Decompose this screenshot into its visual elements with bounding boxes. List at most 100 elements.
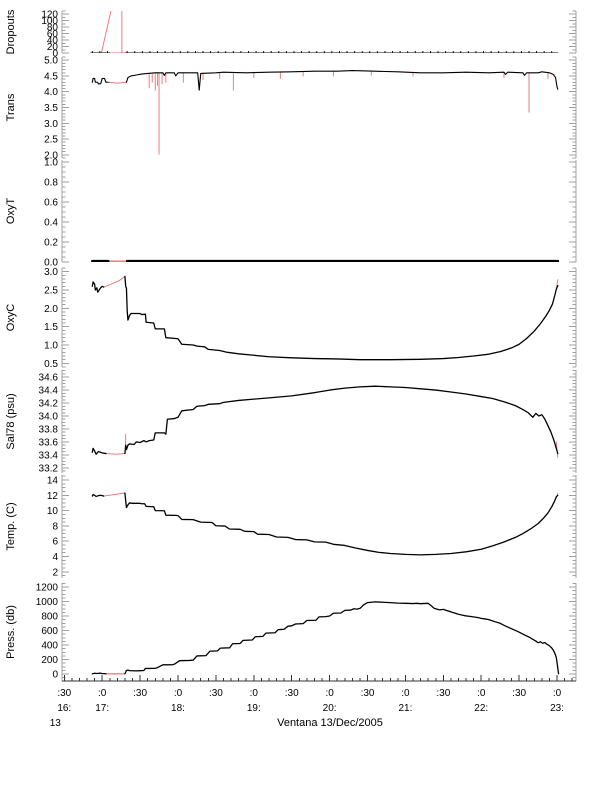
series-sal78-raw <box>105 433 559 458</box>
xtick-minute-label: :0 <box>401 688 410 699</box>
series-temp-processed <box>91 492 559 556</box>
series-sal78-processed <box>91 385 559 455</box>
ytick-label-trans: 3.5 <box>44 103 58 114</box>
ytick-label-oxyc: 1.0 <box>44 341 58 352</box>
ytick-label-oxyc: 3.0 <box>44 267 58 278</box>
ytick-label-dropouts: 40 <box>47 36 59 47</box>
xtick-hour-label: 17: <box>95 703 109 714</box>
y-axis-press <box>61 582 577 681</box>
ytick-label-temp: 12 <box>47 491 59 502</box>
ytick-label-sal78: 34.2 <box>39 399 59 410</box>
y-axis-title-temp: Temp. (C) <box>5 502 17 550</box>
day-label: 13 <box>50 718 62 729</box>
xtick-minute-label: :30 <box>209 688 223 699</box>
chart-title: Ventana 13/Dec/2005 <box>277 717 383 729</box>
xtick-minute-label: :30 <box>285 688 299 699</box>
y-axis-temp <box>61 475 577 578</box>
ytick-label-press: 800 <box>41 612 58 623</box>
ytick-label-dropouts: 0 <box>52 49 58 60</box>
ytick-label-oxyc: 2.5 <box>44 286 58 297</box>
xtick-hour-label: 23: <box>550 703 564 714</box>
ytick-label-trans: 5.0 <box>44 56 58 67</box>
ytick-label-oxyt: 0.2 <box>44 238 58 249</box>
y-axis-title-oxyc: OxyC <box>5 304 17 332</box>
ytick-label-temp: 8 <box>52 521 58 532</box>
ytick-label-sal78: 33.6 <box>39 437 59 448</box>
y-axis-oxyc <box>61 267 577 368</box>
y-axis-oxyt <box>61 160 577 263</box>
ytick-label-dropouts: 80 <box>47 23 59 34</box>
ytick-label-oxyt: 1.0 <box>44 158 58 169</box>
ytick-label-temp: 14 <box>47 475 59 486</box>
series-trans-processed <box>91 70 559 91</box>
ytick-label-dropouts: 20 <box>47 42 59 53</box>
ytick-label-temp: 6 <box>52 537 58 548</box>
y-axis-title-oxyt: OxyT <box>5 198 17 225</box>
ytick-label-trans: 4.5 <box>44 71 58 82</box>
panel-temp: 2 4 6 8 10 12 14 Temp. (C) <box>5 475 577 578</box>
series-temp-raw <box>103 492 559 499</box>
ytick-label-oxyc: 2.0 <box>44 304 58 315</box>
ytick-label-oxyt: 0.6 <box>44 198 58 209</box>
ytick-label-oxyt: 0.4 <box>44 218 58 229</box>
series-oxyc-processed <box>91 275 559 361</box>
xtick-minute-label: :30 <box>133 688 147 699</box>
xtick-hour-label: 21: <box>398 703 412 714</box>
xtick-minute-label: :0 <box>553 688 562 699</box>
ytick-label-trans: 3.0 <box>44 119 58 130</box>
series-dropouts-raw <box>91 11 559 53</box>
ytick-label-temp: 2 <box>52 567 58 578</box>
ytick-label-sal78: 34.4 <box>39 386 59 397</box>
x-axis: :30 16::0 17::30:0 18::30:0 19::30:0 20::30:0… <box>50 675 576 729</box>
ytick-label-temp: 10 <box>47 506 59 517</box>
panel-trans: 2.0 2.5 3.0 3.5 4.0 4.5 5.0 Trans <box>5 56 577 161</box>
ytick-label-oxyc: 0.5 <box>44 359 58 370</box>
panel-oxyc: 0.5 1.0 1.5 2.0 2.5 3.0 OxyC <box>5 267 577 370</box>
xtick-hour-label: 16: <box>57 703 71 714</box>
xtick-minute-label: :0 <box>477 688 486 699</box>
xtick-minute-label: :0 <box>98 688 107 699</box>
y-axis-title-sal78: Sal78 (psu) <box>5 393 17 449</box>
ytick-label-oxyc: 1.5 <box>44 322 58 333</box>
ytick-label-press: 1200 <box>36 582 59 593</box>
y-axis-title-press: Press. (db) <box>5 605 17 659</box>
xtick-minute-label: :0 <box>174 688 183 699</box>
ytick-label-sal78: 34.0 <box>39 411 59 422</box>
xtick-minute-label: :30 <box>57 688 71 699</box>
xtick-minute-label: :0 <box>250 688 259 699</box>
ytick-label-press: 600 <box>41 626 58 637</box>
series-oxyc-raw <box>103 275 559 291</box>
xtick-hour-label: 20: <box>323 703 337 714</box>
ytick-label-press: 1000 <box>36 597 59 608</box>
ytick-label-oxyt: 0.8 <box>44 178 58 189</box>
panel-oxyt: 0.0 0.2 0.4 0.6 0.8 1.0 OxyT <box>5 158 577 269</box>
panel-press: 0 200 400 600 800 1000 1200 Press. (db) <box>5 582 577 681</box>
xtick-minute-label: :30 <box>361 688 375 699</box>
panel-sal78: 33.2 33.4 33.6 33.8 34.034.2 34.4 34.6 Sal78 (p… <box>5 370 577 474</box>
y-axis-sal78 <box>61 370 577 473</box>
ytick-label-dropouts: 120 <box>41 10 58 21</box>
xtick-minute-label: :30 <box>512 688 526 699</box>
xtick-minute-label: :0 <box>325 688 334 699</box>
y-axis-title-trans: Trans <box>5 93 17 121</box>
y-axis-dropouts <box>61 10 577 54</box>
ytick-label-trans: 2.0 <box>44 150 58 161</box>
ytick-label-oxyt: 0.0 <box>44 258 58 269</box>
xtick-hour-label: 22: <box>474 703 488 714</box>
ytick-label-dropouts: 60 <box>47 29 59 40</box>
ytick-label-trans: 2.5 <box>44 135 58 146</box>
ytick-label-sal78: 33.2 <box>39 463 59 474</box>
ytick-label-sal78: 34.6 <box>39 373 59 384</box>
xtick-minute-label: :30 <box>436 688 450 699</box>
xtick-hour-label: 19: <box>247 703 261 714</box>
ytick-label-press: 0 <box>52 670 58 681</box>
series-trans-raw <box>107 70 549 155</box>
ytick-label-temp: 4 <box>52 552 58 563</box>
ytick-label-sal78: 33.8 <box>39 424 59 435</box>
ytick-label-trans: 4.0 <box>44 87 58 98</box>
y-axis-title-dropouts: Dropouts <box>5 9 17 54</box>
ytick-label-dropouts: 100 <box>41 16 58 27</box>
